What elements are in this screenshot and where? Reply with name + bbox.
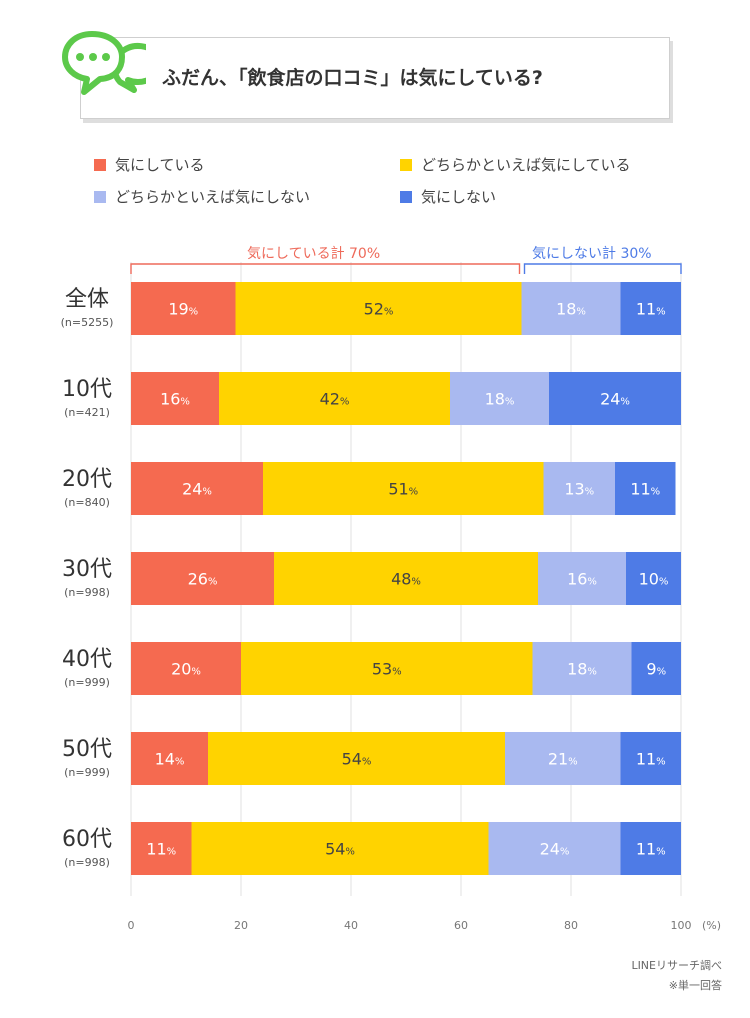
bar-segment [549, 372, 681, 425]
category-n-label: (n=840) [64, 496, 110, 509]
bar-segment [615, 462, 676, 515]
total-brackets [130, 263, 682, 274]
category-n-label: (n=998) [64, 856, 110, 869]
x-axis: 0 20 40 60 80 100 (%) [128, 919, 722, 932]
legend-item-care: 気にしている [94, 154, 205, 175]
category-label: 30代 [62, 557, 112, 582]
bar-segment [208, 732, 505, 785]
x-tick-label: 80 [564, 919, 578, 932]
legend-item-not-care: 気にしない [400, 186, 496, 207]
bar-segment [450, 372, 549, 425]
legend-swatch-not-care [400, 190, 412, 203]
legend-label-not-care: 気にしない [421, 188, 497, 206]
bar-segment [620, 732, 681, 785]
legend-label-care: 気にしている [115, 156, 205, 174]
chat-bubble-icon [62, 31, 146, 95]
legend-label-somewhat-not-care: どちらかといえば気にしない [115, 188, 311, 206]
x-tick-label: 0 [128, 919, 135, 932]
bar-segment [620, 282, 681, 335]
care-total-bracket [130, 263, 521, 274]
chart-bars: 19% 52% 18% 11%16% 42% 18% 24%24% 51% 13% 11%26% 4… [131, 282, 681, 875]
bar-segment [131, 642, 241, 695]
bar-segment [488, 822, 621, 875]
x-tick-label: 60 [454, 919, 468, 932]
category-label: 20代 [62, 467, 112, 492]
answer-note: ※単一回答 [668, 979, 722, 992]
source-note: LINEリサーチ調べ [631, 959, 722, 972]
legend-swatch-somewhat-care [400, 158, 412, 171]
title-box [80, 37, 670, 119]
category-label: 全体 [65, 287, 109, 312]
bar-segment [274, 552, 538, 605]
category-label: 60代 [62, 827, 112, 852]
bar-segment [235, 282, 522, 335]
category-n-label: (n=999) [64, 676, 110, 689]
bar-segment [219, 372, 450, 425]
bar-segment [131, 372, 219, 425]
x-axis-unit: (%) [702, 919, 721, 932]
care-total-label: 気にしている計 70% [247, 246, 381, 262]
legend-item-somewhat-not-care: どちらかといえば気にしない [94, 186, 310, 207]
bar-segment [620, 822, 681, 875]
legend-swatch-care [94, 158, 106, 171]
bar-segment [532, 642, 632, 695]
bar-segment [543, 462, 615, 515]
category-n-label: (n=5255) [61, 316, 114, 329]
bar-segment [631, 642, 681, 695]
x-tick-label: 20 [234, 919, 248, 932]
x-tick-label: 100 [671, 919, 692, 932]
bar-segment [241, 642, 533, 695]
bar-segment [191, 822, 489, 875]
chart-title: ふだん、「飲食店の口コミ」は気にしている? [162, 67, 543, 89]
category-labels: 全体 (n=5255) 10代 (n=421) 20代 (n=840) 30代 (n=998)… [61, 287, 114, 869]
bar-segment [626, 552, 681, 605]
bar-segment [131, 552, 274, 605]
bar-segment [521, 282, 621, 335]
x-tick-label: 40 [344, 919, 358, 932]
bar-segment [505, 732, 621, 785]
legend-swatch-somewhat-not-care [94, 190, 106, 203]
bar-segment [263, 462, 544, 515]
not-care-total-bracket [523, 263, 682, 274]
not-care-total-label: 気にしない計 30% [532, 246, 652, 262]
category-label: 50代 [62, 737, 112, 762]
bar-segment [131, 822, 192, 875]
legend-item-somewhat-care: どちらかといえば気にしている [400, 154, 631, 175]
category-n-label: (n=999) [64, 766, 110, 779]
category-n-label: (n=998) [64, 586, 110, 599]
bar-segment [131, 282, 236, 335]
bar-segment [538, 552, 626, 605]
bar-segment [131, 732, 208, 785]
category-label: 10代 [62, 377, 112, 402]
category-label: 40代 [62, 647, 112, 672]
category-n-label: (n=421) [64, 406, 110, 419]
legend-label-somewhat-care: どちらかといえば気にしている [421, 156, 631, 174]
bar-segment [131, 462, 263, 515]
